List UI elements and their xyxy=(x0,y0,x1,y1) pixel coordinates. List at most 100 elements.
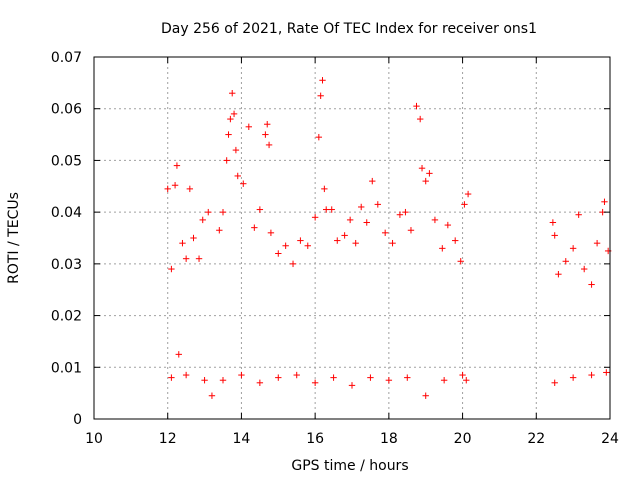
y-tick-label: 0.05 xyxy=(51,153,82,169)
data-point xyxy=(289,260,297,268)
data-point xyxy=(321,185,328,193)
data-point xyxy=(311,214,319,221)
y-tick-label: 0 xyxy=(73,412,82,428)
data-point xyxy=(173,162,181,169)
data-point xyxy=(334,237,341,244)
data-point xyxy=(267,229,275,237)
data-point xyxy=(208,392,216,399)
data-point xyxy=(264,121,271,128)
data-point xyxy=(175,351,182,358)
data-point xyxy=(182,255,190,262)
data-point xyxy=(317,92,324,99)
data-point xyxy=(234,172,241,180)
data-point xyxy=(225,131,232,138)
data-point xyxy=(461,201,468,208)
data-point xyxy=(297,237,304,244)
data-point xyxy=(464,190,472,198)
data-point xyxy=(363,219,370,226)
data-point xyxy=(452,237,459,244)
data-point xyxy=(232,146,240,154)
data-point xyxy=(422,392,429,399)
data-point xyxy=(381,229,389,237)
data-point xyxy=(555,271,562,278)
data-point xyxy=(569,374,577,381)
y-tick-label: 0.01 xyxy=(51,360,82,376)
x-tick-label: 12 xyxy=(159,431,177,447)
y-tick-label: 0.06 xyxy=(51,102,82,118)
data-point xyxy=(569,245,577,252)
data-point xyxy=(328,206,335,213)
x-tick-label: 20 xyxy=(454,431,472,447)
data-point xyxy=(219,208,227,216)
data-point xyxy=(245,123,252,131)
data-point xyxy=(358,203,365,211)
data-point xyxy=(293,371,300,379)
data-point xyxy=(426,170,433,177)
data-point xyxy=(416,115,424,123)
data-point xyxy=(168,374,175,381)
data-point xyxy=(549,219,557,226)
data-point xyxy=(341,232,348,239)
data-point xyxy=(575,211,582,218)
data-point xyxy=(304,242,311,249)
grid-lines xyxy=(94,57,610,419)
data-point xyxy=(168,265,175,273)
data-point xyxy=(593,239,601,247)
data-point xyxy=(601,198,608,205)
data-point xyxy=(369,177,376,185)
data-point xyxy=(374,201,381,208)
x-axis-label: GPS time / hours xyxy=(291,458,408,474)
data-point xyxy=(413,102,420,110)
data-point xyxy=(182,371,190,379)
y-tick-label: 0.03 xyxy=(51,257,82,273)
data-point xyxy=(588,281,595,288)
data-point xyxy=(457,258,464,265)
data-point xyxy=(323,206,330,213)
data-point xyxy=(440,377,448,384)
data-point xyxy=(275,374,282,381)
data-point xyxy=(223,157,230,164)
data-point xyxy=(396,211,404,218)
x-tick-label: 24 xyxy=(601,431,619,447)
data-point xyxy=(352,239,359,247)
y-tick-label: 0.07 xyxy=(51,50,82,66)
x-tick-label: 22 xyxy=(527,431,545,447)
data-point xyxy=(205,208,212,216)
data-point xyxy=(562,258,569,265)
data-point xyxy=(199,216,206,224)
data-point xyxy=(251,224,258,231)
data-point xyxy=(275,250,282,257)
data-point xyxy=(385,377,393,384)
data-point xyxy=(330,374,337,381)
data-point xyxy=(265,141,273,149)
data-point xyxy=(201,377,208,384)
y-tick-label: 0.02 xyxy=(51,309,82,325)
x-tick-label: 10 xyxy=(85,431,103,447)
data-point xyxy=(171,182,179,189)
data-point xyxy=(348,382,356,389)
plot-frame xyxy=(93,56,611,420)
data-point xyxy=(551,379,558,386)
data-point xyxy=(603,369,610,376)
x-tick-label: 16 xyxy=(306,431,324,447)
data-point xyxy=(219,377,227,384)
chart-title: Day 256 of 2021, Rate Of TEC Index for r… xyxy=(161,21,537,37)
data-point xyxy=(439,245,446,252)
data-point xyxy=(186,185,194,193)
x-axis-ticks: 10 12 14 16 18 20 22 24 xyxy=(85,57,619,447)
data-point xyxy=(311,379,319,386)
data-point xyxy=(256,379,264,386)
data-point xyxy=(238,371,245,379)
data-point xyxy=(240,180,247,187)
data-point xyxy=(164,185,171,193)
y-axis-label: ROTI / TECUs xyxy=(6,192,22,284)
data-points xyxy=(164,77,612,399)
data-point xyxy=(581,265,588,273)
data-point xyxy=(230,110,238,118)
data-point xyxy=(256,206,264,213)
data-point xyxy=(346,216,354,224)
data-point xyxy=(463,377,470,384)
x-tick-label: 14 xyxy=(233,431,251,447)
x-tick-label: 18 xyxy=(380,431,398,447)
